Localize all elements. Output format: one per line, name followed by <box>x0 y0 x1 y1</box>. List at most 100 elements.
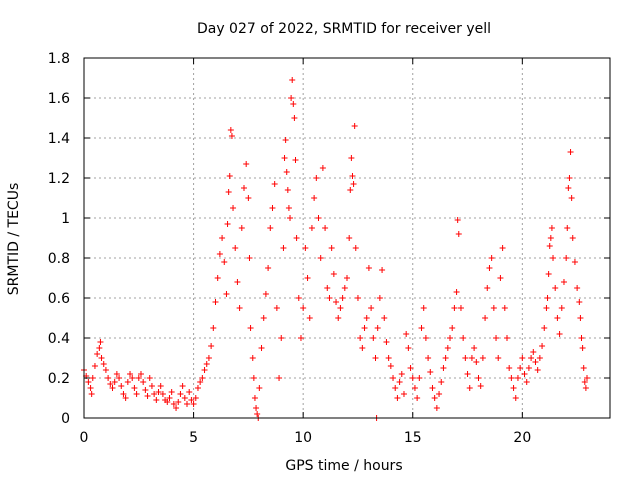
data-point <box>221 259 228 265</box>
data-point <box>495 355 502 361</box>
data-point <box>120 391 127 397</box>
data-point <box>444 345 451 351</box>
data-point <box>548 225 555 231</box>
data-point <box>151 391 158 397</box>
data-point <box>137 371 144 377</box>
data-points <box>81 77 590 421</box>
y-tick-label: 0 <box>61 411 70 427</box>
data-point <box>363 315 370 321</box>
data-point <box>111 379 118 385</box>
data-point <box>582 385 589 391</box>
x-tick-label: 20 <box>513 430 531 446</box>
data-point <box>447 335 454 341</box>
data-point <box>333 299 340 305</box>
data-point <box>253 405 260 411</box>
data-point <box>247 325 254 331</box>
data-point <box>315 215 322 221</box>
data-point <box>260 315 267 321</box>
data-point <box>210 325 217 331</box>
data-point <box>186 389 193 395</box>
x-tick-label: 10 <box>294 430 312 446</box>
data-point <box>148 383 155 389</box>
data-point <box>227 127 234 133</box>
data-point <box>297 335 304 341</box>
y-tick-label: 0.8 <box>48 251 70 267</box>
data-point <box>85 379 92 385</box>
data-point <box>547 235 554 241</box>
data-point <box>330 271 337 277</box>
data-point <box>425 355 432 361</box>
data-point <box>368 305 375 311</box>
y-tick-label: 1.6 <box>48 91 70 107</box>
data-point <box>205 355 212 361</box>
data-point <box>396 379 403 385</box>
data-point <box>403 331 410 337</box>
data-point <box>571 259 578 265</box>
data-point <box>254 411 261 417</box>
data-point <box>545 271 552 277</box>
data-point <box>455 231 462 237</box>
data-point <box>251 395 258 401</box>
data-point <box>429 385 436 391</box>
data-point <box>311 195 318 201</box>
data-point <box>530 349 537 355</box>
data-point <box>411 385 418 391</box>
data-point <box>306 315 313 321</box>
data-point <box>140 379 147 385</box>
data-point <box>346 235 353 241</box>
data-point <box>387 363 394 369</box>
data-point <box>107 381 114 387</box>
data-point <box>288 95 295 101</box>
data-point <box>565 185 572 191</box>
data-point <box>385 355 392 361</box>
data-point <box>376 295 383 301</box>
data-point <box>157 383 164 389</box>
data-point <box>166 395 173 401</box>
data-point <box>462 355 469 361</box>
data-point <box>564 225 571 231</box>
data-point <box>278 335 285 341</box>
data-point <box>236 305 243 311</box>
data-point <box>135 375 142 381</box>
data-point <box>580 365 587 371</box>
data-point <box>398 371 405 377</box>
data-point <box>349 173 356 179</box>
y-tick-label: 0.2 <box>48 371 70 387</box>
data-point <box>240 185 247 191</box>
data-point <box>102 367 109 373</box>
data-point <box>302 245 309 251</box>
y-axis-label: SRMTID / TECUs <box>6 183 22 296</box>
data-point <box>181 395 188 401</box>
data-point <box>374 325 381 331</box>
data-point <box>98 355 105 361</box>
data-point <box>144 393 151 399</box>
data-point <box>133 391 140 397</box>
data-point <box>245 195 252 201</box>
data-point <box>197 379 204 385</box>
data-point <box>414 395 421 401</box>
data-point <box>532 359 539 365</box>
data-point <box>383 339 390 345</box>
data-point <box>508 375 515 381</box>
data-point <box>431 395 438 401</box>
data-point <box>313 175 320 181</box>
data-point <box>440 365 447 371</box>
data-point <box>234 279 241 285</box>
data-point <box>317 255 324 261</box>
data-point <box>177 391 184 397</box>
data-point <box>576 299 583 305</box>
data-point <box>326 295 333 301</box>
x-tick-label: 0 <box>80 430 89 446</box>
data-point <box>89 375 96 381</box>
data-point <box>97 339 104 345</box>
data-point <box>477 383 484 389</box>
data-point <box>392 385 399 391</box>
data-point <box>188 397 195 403</box>
data-point <box>372 355 379 361</box>
data-point <box>523 379 530 385</box>
data-point <box>267 225 274 231</box>
data-point <box>159 391 166 397</box>
data-point <box>501 305 508 311</box>
data-point <box>468 355 475 361</box>
data-point <box>212 299 219 305</box>
